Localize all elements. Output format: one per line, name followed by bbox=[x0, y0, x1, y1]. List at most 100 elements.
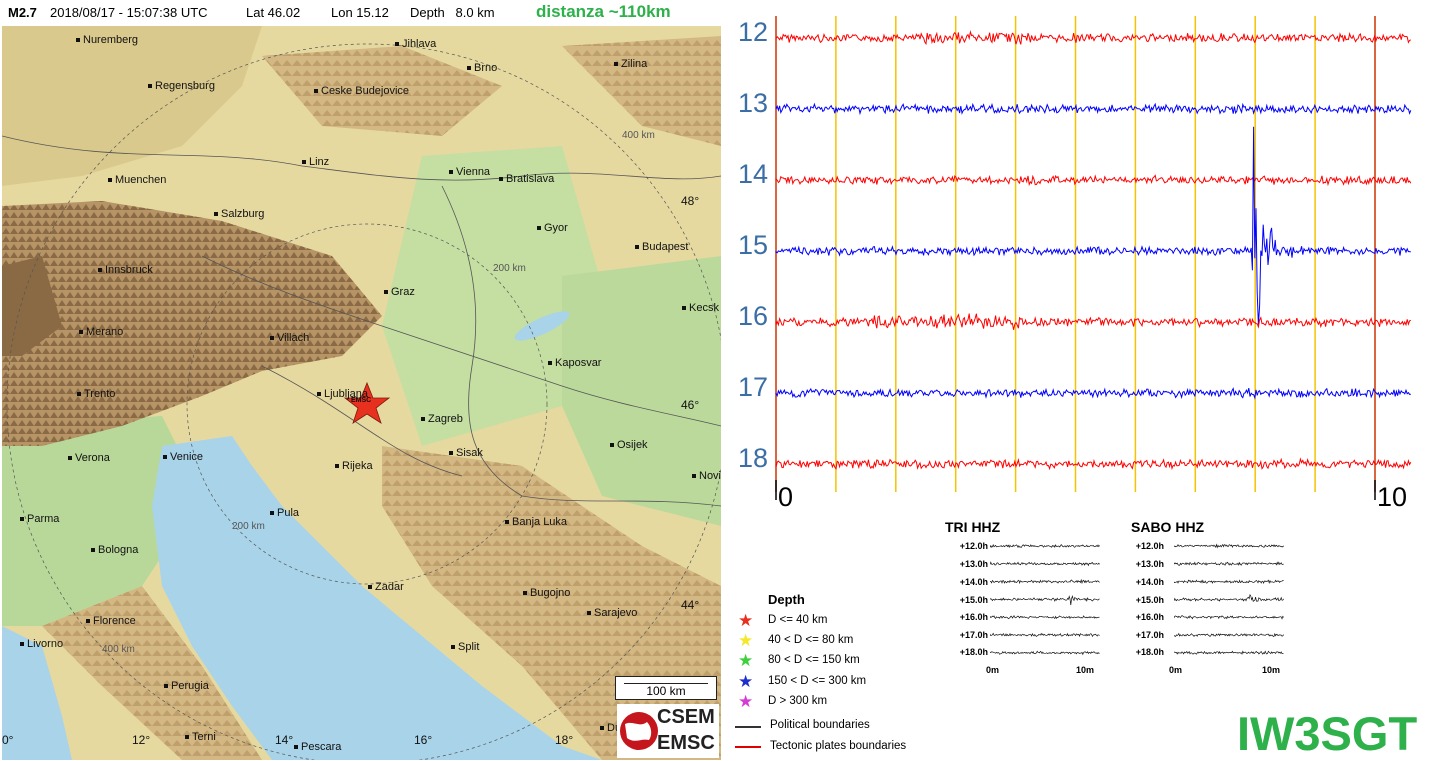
legend-item: 80 < D <= 150 km bbox=[768, 654, 860, 666]
city-label: Terni bbox=[185, 731, 216, 743]
city-label: Nuremberg bbox=[76, 34, 138, 46]
sabo-waveform bbox=[1174, 543, 1284, 655]
scale-bar: 100 km bbox=[615, 676, 717, 700]
station-trace bbox=[990, 561, 1100, 567]
city-label: Bologna bbox=[91, 544, 138, 556]
city-label: Ljubljana bbox=[317, 388, 368, 400]
city-label: Kaposvar bbox=[548, 357, 601, 369]
station-hour: +15.0h bbox=[1135, 595, 1164, 605]
station-hour: +17.0h bbox=[1135, 630, 1164, 640]
station-hour: +12.0h bbox=[1135, 541, 1164, 551]
epicenter-star bbox=[343, 381, 391, 424]
lat-label: 44° bbox=[681, 598, 700, 612]
event-depth: Depth 8.0 km bbox=[410, 5, 495, 20]
city-label: Salzburg bbox=[214, 208, 264, 220]
station-tick: 0m bbox=[1169, 665, 1183, 675]
city-label: Innsbruck bbox=[98, 264, 153, 276]
distance-label: distanza ~110km bbox=[536, 2, 671, 21]
csem-emsc-logo: CSEM EMSC bbox=[617, 704, 719, 758]
star-icon: ★ bbox=[738, 611, 754, 630]
callsign: IW3SGT bbox=[1237, 707, 1418, 760]
hour-label: 17 bbox=[738, 372, 769, 402]
station-tick: 10m bbox=[1076, 665, 1095, 675]
station-hour: +17.0h bbox=[959, 630, 988, 640]
station-hour: +14.0h bbox=[959, 577, 988, 587]
ring-label: 200 km bbox=[493, 263, 526, 274]
city-label: Zagreb bbox=[421, 413, 463, 425]
station-hour: +13.0h bbox=[959, 559, 988, 569]
helicorder-trace bbox=[775, 126, 1411, 325]
star-icon: ★ bbox=[738, 651, 754, 670]
event-datetime: 2018/08/17 - 15:07:38 UTC bbox=[50, 5, 208, 20]
city-label: Perugia bbox=[164, 680, 209, 692]
star-icon: ★ bbox=[738, 631, 754, 650]
event-lat: Lat 46.02 bbox=[246, 5, 301, 20]
lon-label: 12° bbox=[132, 733, 151, 747]
station-trace bbox=[1174, 543, 1284, 549]
lon-label: 0° bbox=[2, 733, 14, 747]
lat-label: 46° bbox=[681, 398, 700, 412]
station-trace bbox=[1174, 561, 1284, 566]
map-terrain bbox=[2, 26, 721, 760]
station-trace bbox=[1174, 615, 1284, 620]
station-hour: +16.0h bbox=[1135, 612, 1164, 622]
ring-label: 200 km bbox=[232, 521, 265, 532]
city-label: Budapest bbox=[635, 241, 688, 253]
hour-label: 13 bbox=[738, 88, 769, 118]
city-label: Pula bbox=[270, 507, 299, 519]
station-trace bbox=[1174, 650, 1284, 655]
helicorder-plot bbox=[775, 16, 1412, 500]
station-trace bbox=[990, 544, 1100, 549]
city-label: Rijeka bbox=[335, 460, 373, 472]
epicenter-map: Nuremberg Jihlava Brno Zilina Regensburg… bbox=[2, 26, 721, 760]
helicorder-trace bbox=[775, 313, 1411, 330]
station-hour: +18.0h bbox=[1135, 647, 1164, 657]
city-label: Trento bbox=[77, 388, 115, 400]
hour-label: 15 bbox=[738, 230, 769, 260]
ring-label: 400 km bbox=[622, 130, 655, 141]
city-label: Villach bbox=[270, 332, 309, 344]
legend-item: 40 < D <= 80 km bbox=[768, 634, 854, 646]
city-label: Gyor bbox=[537, 222, 568, 234]
station-trace bbox=[990, 595, 1100, 606]
station-tick: 10m bbox=[1262, 665, 1281, 675]
helicorder-trace bbox=[775, 102, 1412, 116]
city-label: Bugojno bbox=[523, 587, 570, 599]
station-trace bbox=[990, 650, 1100, 656]
lat-label: 48° bbox=[681, 194, 700, 208]
globe-icon bbox=[620, 712, 658, 750]
axis-start: 0 bbox=[778, 482, 794, 512]
city-label: Zadar bbox=[368, 581, 404, 593]
station-hour: +12.0h bbox=[959, 541, 988, 551]
logo-text-top: CSEM bbox=[657, 706, 715, 728]
city-label: Linz bbox=[302, 156, 329, 168]
lon-label: 18° bbox=[555, 733, 574, 747]
station-trace bbox=[990, 632, 1100, 638]
ring-label: 400 km bbox=[102, 644, 135, 655]
tri-waveform bbox=[990, 544, 1100, 656]
helicorder-trace bbox=[775, 30, 1412, 46]
city-label: Zilina bbox=[614, 58, 647, 70]
station-hour: +15.0h bbox=[959, 595, 988, 605]
lon-label: 14° bbox=[275, 733, 294, 747]
city-label: Kecsk bbox=[682, 302, 719, 314]
city-label: Regensburg bbox=[148, 80, 215, 92]
helicorder-trace bbox=[775, 387, 1411, 400]
city-label: Pescara bbox=[294, 741, 341, 753]
legend-line-label: Tectonic plates boundaries bbox=[770, 740, 907, 752]
city-label: Osijek bbox=[610, 439, 648, 451]
helicorder-trace bbox=[775, 174, 1412, 187]
city-label: Venice bbox=[163, 451, 203, 463]
legend-item: D <= 40 km bbox=[768, 614, 828, 626]
star-icon: ★ bbox=[738, 692, 754, 711]
city-label: Sarajevo bbox=[587, 607, 637, 619]
event-lon: Lon 15.12 bbox=[331, 5, 389, 20]
map-header: M2.7 2018/08/17 - 15:07:38 UTC Lat 46.02… bbox=[0, 0, 722, 26]
station-title: TRI HHZ bbox=[945, 519, 1001, 535]
station-trace bbox=[990, 615, 1100, 620]
epicenter-label: EMSC bbox=[351, 397, 372, 404]
hour-label: 14 bbox=[738, 159, 769, 189]
logo-text-bottom: EMSC bbox=[657, 732, 715, 754]
city-label: Verona bbox=[68, 452, 110, 464]
city-label: Ceske Budejovice bbox=[314, 85, 409, 97]
